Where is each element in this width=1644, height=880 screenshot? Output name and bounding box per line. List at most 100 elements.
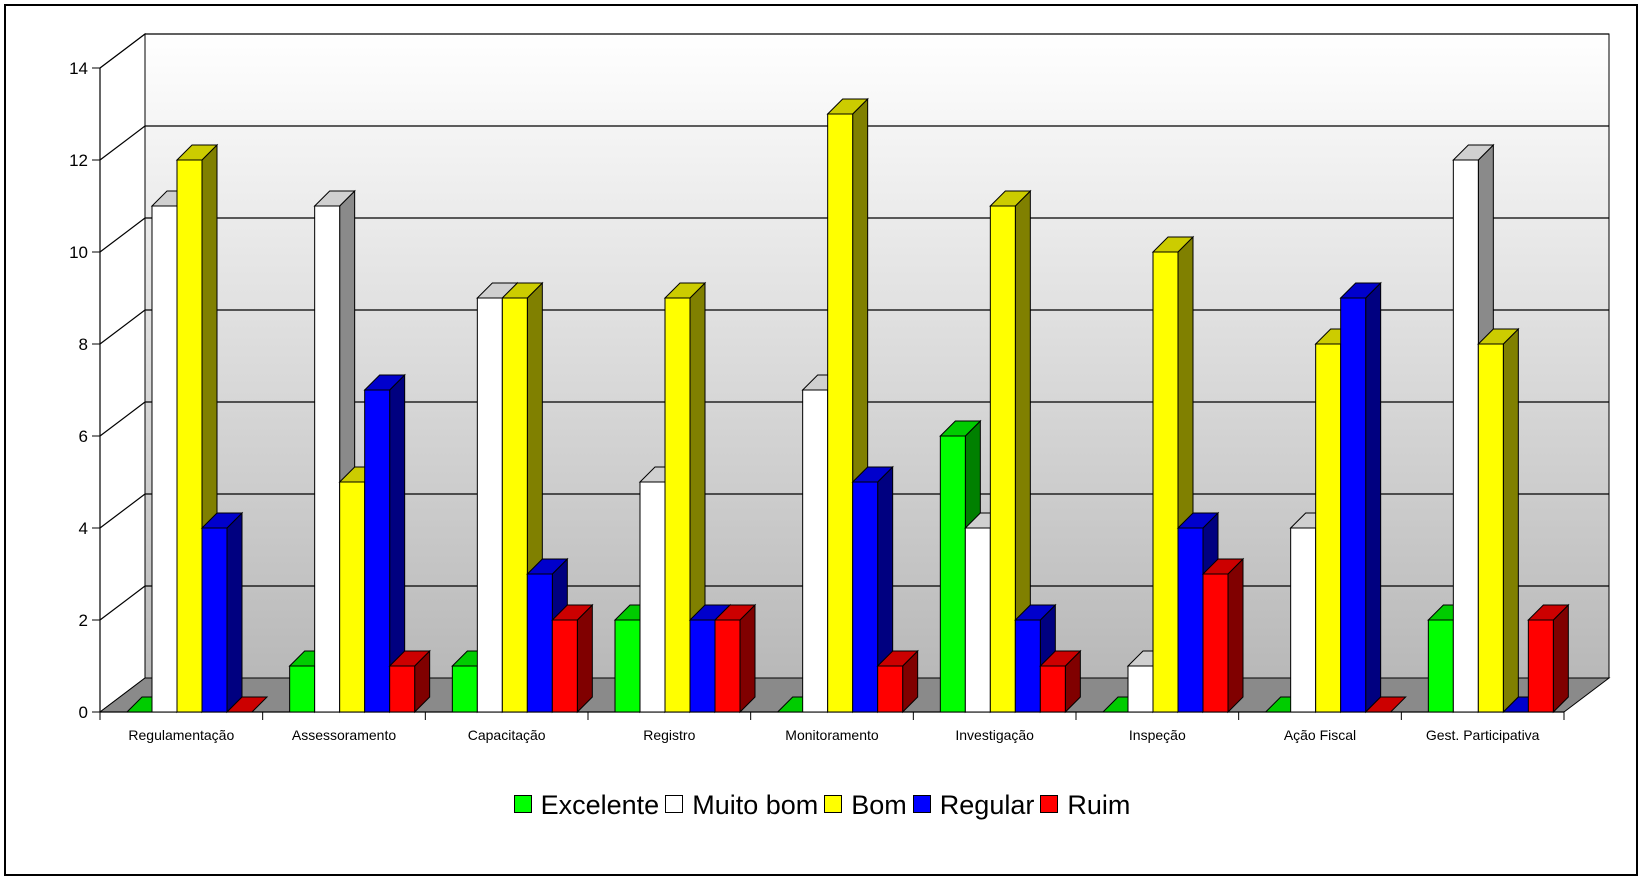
bar-side <box>739 603 756 714</box>
bar-front <box>1427 619 1454 713</box>
bar-top <box>388 650 431 667</box>
bar-front <box>201 527 228 713</box>
bar-front <box>827 113 854 713</box>
bar-top <box>663 282 707 299</box>
bar-front <box>664 297 691 713</box>
bar-front <box>877 665 904 713</box>
bar-top <box>175 144 219 161</box>
bar-top <box>526 558 569 575</box>
category-label: Gest. Participativa <box>1426 727 1540 743</box>
category-label: Registro <box>643 727 695 743</box>
bar-front <box>501 297 528 713</box>
bar-front <box>1290 527 1317 713</box>
bar-front <box>1039 665 1066 713</box>
bar-top <box>1364 696 1407 713</box>
legend-item: Muito bom <box>665 790 818 821</box>
bar-top <box>939 420 982 437</box>
bar <box>388 649 431 714</box>
bar-front <box>852 481 879 713</box>
bar-side <box>1552 603 1569 714</box>
bar <box>663 281 707 714</box>
gridline <box>99 585 1609 621</box>
bar-top <box>1039 650 1082 667</box>
bar <box>1477 327 1520 714</box>
gridline <box>99 401 1609 437</box>
bar <box>363 373 406 714</box>
gridline <box>99 33 1609 69</box>
bar-side <box>1365 281 1382 714</box>
y-tick-label: 12 <box>69 151 88 170</box>
gridline <box>99 125 1609 161</box>
legend-item: Regular <box>912 790 1034 821</box>
legend-item: Bom <box>824 790 907 821</box>
bar-front <box>614 619 641 713</box>
bar-front <box>639 481 666 713</box>
bar-top <box>363 374 406 391</box>
bar-top <box>1201 558 1245 575</box>
bar-front <box>1014 619 1041 713</box>
bar-top <box>225 696 269 713</box>
legend: Excelente Muito bom Bom Regular Ruim <box>0 790 1644 821</box>
bar-front <box>1315 343 1342 713</box>
bar-side <box>1502 327 1519 714</box>
bar-top <box>200 512 244 529</box>
bar <box>989 189 1032 714</box>
bar-top <box>876 650 919 667</box>
bar-top <box>1014 604 1057 621</box>
legend-swatch <box>912 795 931 813</box>
category-label: Ação Fiscal <box>1284 727 1356 743</box>
y-tick-label: 8 <box>79 335 88 354</box>
y-tick-label: 6 <box>79 427 88 446</box>
bar <box>851 465 894 714</box>
bar-front <box>551 619 578 713</box>
category-label: Investigação <box>955 727 1034 743</box>
bar-front <box>151 205 178 713</box>
legend-label: Excelente <box>540 790 660 820</box>
gridline <box>99 493 1609 529</box>
category-label: Capacitação <box>468 727 546 743</box>
bar-top <box>1477 328 1520 345</box>
y-tick-label: 4 <box>79 519 88 538</box>
bar-top <box>1452 144 1495 161</box>
category-label: Inspeção <box>1129 727 1186 743</box>
category-label: Assessoramento <box>292 727 396 743</box>
legend-label: Ruim <box>1067 790 1131 820</box>
bar-front <box>314 205 341 713</box>
bar <box>1201 557 1245 714</box>
bar-top <box>1176 512 1220 529</box>
y-tick-label: 14 <box>69 59 88 78</box>
bar <box>713 603 757 714</box>
bar-front <box>802 389 829 713</box>
legend-swatch <box>665 795 684 813</box>
bar-front <box>939 435 966 713</box>
side-wall <box>99 32 146 714</box>
bar-top <box>826 98 869 115</box>
bar-front <box>1340 297 1367 713</box>
bar-front <box>176 159 203 713</box>
bar-top <box>989 190 1032 207</box>
category-label: Regulamentação <box>128 727 234 743</box>
bar-front <box>989 205 1016 713</box>
bar-side <box>1227 557 1244 714</box>
bar-front <box>364 389 391 713</box>
legend-swatch <box>1040 795 1059 813</box>
bar <box>200 511 244 714</box>
bar <box>225 696 269 713</box>
bar-top <box>1527 604 1570 621</box>
legend-swatch <box>824 795 843 813</box>
gridline <box>99 309 1609 345</box>
bar-front <box>1152 251 1179 713</box>
y-tick-label: 0 <box>79 703 88 722</box>
bar-front <box>389 665 416 713</box>
bar <box>876 649 919 714</box>
bar-front <box>1202 573 1229 713</box>
bar-top <box>1151 236 1195 253</box>
y-tick-label: 10 <box>69 243 88 262</box>
bar-top <box>313 190 356 207</box>
bar-top <box>1339 282 1382 299</box>
bar-top <box>501 282 544 299</box>
bar-front <box>689 619 716 713</box>
bar-front <box>1527 619 1554 713</box>
bar-front <box>1477 343 1504 713</box>
